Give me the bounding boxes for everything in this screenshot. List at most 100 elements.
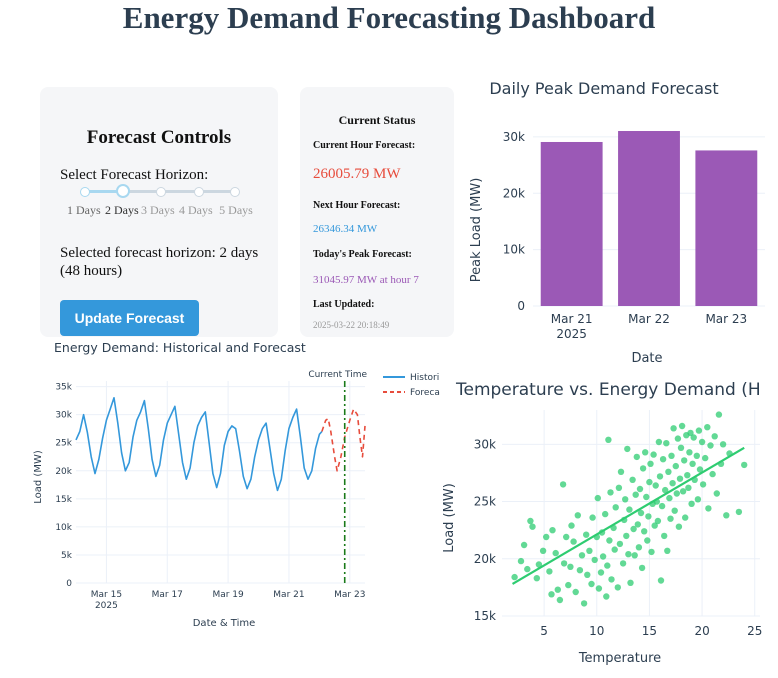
scatter-point[interactable] bbox=[647, 460, 654, 467]
scatter-point[interactable] bbox=[617, 468, 625, 475]
slider-mark-2[interactable]: 2 Days bbox=[105, 203, 139, 217]
scatter-point[interactable] bbox=[543, 533, 550, 541]
scatter-point[interactable] bbox=[698, 438, 706, 446]
forecast-series-line[interactable] bbox=[321, 408, 366, 472]
scatter-point[interactable] bbox=[535, 561, 543, 568]
scatter-point[interactable] bbox=[645, 513, 652, 520]
scatter-point[interactable] bbox=[637, 509, 645, 517]
scatter-point[interactable] bbox=[632, 491, 639, 498]
scatter-point[interactable] bbox=[578, 552, 586, 559]
scatter-point[interactable] bbox=[651, 522, 658, 529]
scatter-point[interactable] bbox=[633, 453, 640, 461]
scatter-point[interactable] bbox=[677, 444, 685, 451]
scatter-point[interactable] bbox=[580, 600, 588, 607]
scatter-point[interactable] bbox=[665, 468, 672, 475]
scatter-point[interactable] bbox=[648, 548, 655, 556]
scatter-point[interactable] bbox=[682, 514, 689, 521]
scatter-point[interactable] bbox=[656, 473, 664, 480]
scatter-point[interactable] bbox=[684, 472, 691, 479]
scatter-point[interactable] bbox=[704, 424, 711, 431]
scatter-point[interactable] bbox=[574, 512, 581, 519]
scatter-point[interactable] bbox=[583, 531, 590, 538]
scatter-point[interactable] bbox=[723, 512, 730, 519]
scatter-point[interactable] bbox=[639, 465, 647, 472]
scatter-point[interactable] bbox=[659, 456, 667, 463]
scatter-point[interactable] bbox=[611, 546, 618, 553]
scatter-point[interactable] bbox=[568, 522, 575, 529]
scatter-point[interactable] bbox=[634, 521, 641, 528]
scatter-point[interactable] bbox=[524, 565, 531, 573]
scatter-point[interactable] bbox=[567, 563, 574, 570]
slider-dot-1[interactable] bbox=[80, 187, 90, 197]
slider-dot-3[interactable] bbox=[156, 187, 166, 197]
scatter-point[interactable] bbox=[605, 436, 612, 443]
scatter-point[interactable] bbox=[614, 584, 621, 591]
scatter-point[interactable] bbox=[599, 553, 607, 560]
scatter-point[interactable] bbox=[603, 593, 610, 600]
scatter-point[interactable] bbox=[719, 441, 727, 448]
scatter-point[interactable] bbox=[641, 528, 648, 535]
slider-mark-3[interactable]: 3 Days bbox=[141, 203, 175, 217]
scatter-point[interactable] bbox=[674, 435, 682, 442]
slider-dot-5[interactable] bbox=[230, 187, 240, 197]
scatter-point[interactable] bbox=[591, 556, 598, 564]
scatter-point[interactable] bbox=[533, 575, 540, 582]
slider-mark-1[interactable]: 1 Days bbox=[67, 203, 101, 217]
scatter-point[interactable] bbox=[626, 506, 633, 513]
peak-bar[interactable] bbox=[695, 150, 758, 306]
scatter-point[interactable] bbox=[666, 494, 673, 502]
scatter-point[interactable] bbox=[589, 514, 596, 521]
scatter-point[interactable] bbox=[594, 494, 601, 502]
scatter-point[interactable] bbox=[676, 475, 684, 482]
scatter-point[interactable] bbox=[667, 515, 674, 522]
scatter-point[interactable] bbox=[654, 517, 662, 525]
slider-dot-4[interactable] bbox=[194, 187, 204, 197]
scatter-point[interactable] bbox=[572, 588, 579, 596]
scatter-point[interactable] bbox=[622, 496, 629, 503]
horizon-slider[interactable] bbox=[80, 181, 240, 201]
scatter-point[interactable] bbox=[696, 466, 704, 473]
scatter-point[interactable] bbox=[563, 533, 570, 541]
scatter-point[interactable] bbox=[687, 429, 694, 437]
scatter-point[interactable] bbox=[670, 425, 677, 432]
scatter-point[interactable] bbox=[597, 569, 605, 576]
scatter-point[interactable] bbox=[699, 481, 707, 488]
scatter-point[interactable] bbox=[552, 549, 559, 557]
scatter-point[interactable] bbox=[631, 552, 638, 559]
scatter-point[interactable] bbox=[642, 449, 649, 456]
scatter-point[interactable] bbox=[705, 505, 712, 512]
scatter-point[interactable] bbox=[707, 442, 714, 449]
scatter-point[interactable] bbox=[554, 586, 561, 593]
scatter-point[interactable] bbox=[672, 462, 679, 470]
scatter-point[interactable] bbox=[619, 560, 627, 567]
scatter-point[interactable] bbox=[694, 496, 702, 503]
scatter-point[interactable] bbox=[685, 484, 692, 491]
scatter-point[interactable] bbox=[668, 452, 675, 459]
scatter-point[interactable] bbox=[671, 507, 678, 514]
scatter-point[interactable] bbox=[652, 482, 659, 489]
scatter-point[interactable] bbox=[625, 551, 632, 558]
scatter-point[interactable] bbox=[549, 527, 556, 534]
scatter-point[interactable] bbox=[560, 560, 568, 567]
scatter-point[interactable] bbox=[711, 433, 718, 440]
scatter-point[interactable] bbox=[661, 532, 668, 540]
scatter-point[interactable] bbox=[678, 422, 686, 430]
scatter-point[interactable] bbox=[616, 540, 624, 548]
scatter-point[interactable] bbox=[586, 547, 593, 554]
scatter-point[interactable] bbox=[548, 591, 555, 598]
scatter-point[interactable] bbox=[650, 451, 657, 458]
peak-bar[interactable] bbox=[618, 131, 680, 306]
scatter-point[interactable] bbox=[527, 517, 534, 525]
scatter-point[interactable] bbox=[709, 470, 716, 478]
scatter-point[interactable] bbox=[695, 427, 703, 434]
slider-mark-5[interactable]: 5 Days bbox=[219, 203, 253, 217]
update-forecast-button[interactable]: Update Forecast bbox=[60, 300, 199, 336]
scatter-point[interactable] bbox=[644, 537, 651, 544]
scatter-point[interactable] bbox=[688, 500, 695, 507]
scatter-point[interactable] bbox=[606, 537, 613, 544]
scatter-point[interactable] bbox=[662, 486, 669, 494]
scatter-point[interactable] bbox=[702, 454, 709, 462]
scatter-point[interactable] bbox=[741, 461, 748, 469]
scatter-point[interactable] bbox=[713, 490, 720, 497]
scatter-point[interactable] bbox=[588, 580, 595, 588]
